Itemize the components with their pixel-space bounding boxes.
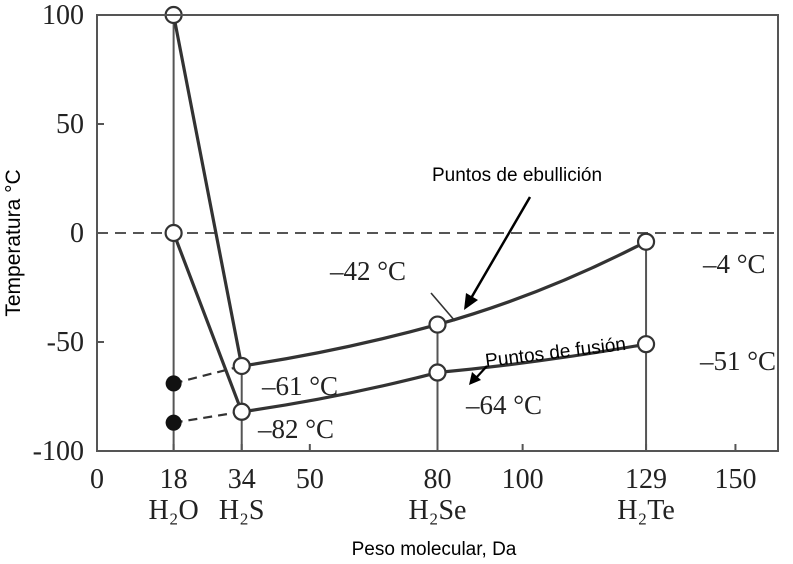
extrapolated-segment [173, 410, 242, 424]
data-label: –61 °C [261, 371, 338, 401]
melting-point [232, 402, 251, 421]
x-tick-label: 80 [424, 464, 452, 495]
melting-point-line [172, 232, 647, 414]
tick-labels: 0 18 34 50 80 100 129 150 100 50 0 -50 -100 H₂O H₂S H₂S… [33, 0, 757, 526]
boiling-point [232, 356, 251, 376]
boiling-arrow-line [468, 196, 532, 301]
x-category-label: H₂Te [617, 495, 675, 526]
melting-point [428, 363, 447, 382]
annotations: –61 °C –42 °C –4 °C –82 °C –64 °C –51 °C Punto… [257, 165, 776, 444]
x-axis-label: Peso molecular, Da [352, 539, 517, 560]
data-points [164, 5, 656, 431]
data-label: –4 °C [702, 249, 766, 279]
boiling-arrow-head [464, 293, 478, 310]
boiling-point-line [172, 14, 647, 368]
y-tick-label: -50 [47, 327, 84, 358]
x-tick-label: 129 [625, 464, 667, 495]
data-label: –42 °C [329, 256, 406, 286]
melting-arrow-head [469, 372, 481, 385]
label-leader-line [430, 292, 456, 322]
x-category-label: H₂Se [409, 495, 467, 526]
y-tick-label: -100 [33, 436, 84, 467]
y-tick-label: 0 [70, 218, 84, 249]
y-tick-label: 100 [42, 0, 84, 31]
y-axis-label: Temperatura °C [2, 169, 25, 316]
x-tick-label: 0 [90, 464, 104, 495]
x-tick-label: 50 [296, 464, 324, 495]
melting-arrow-line [475, 365, 488, 379]
x-tick-label: 150 [714, 464, 756, 495]
x-tick-label: 18 [160, 464, 188, 495]
x-category-label: H₂O [149, 495, 199, 526]
x-category-label: H₂S [219, 495, 265, 526]
x-tick-label: 34 [228, 464, 256, 495]
grid [97, 15, 778, 451]
melting-point [164, 223, 183, 243]
data-label: –51 °C [699, 346, 776, 376]
y-tick-label: 50 [56, 109, 84, 140]
boiling-point [636, 232, 656, 251]
boiling-series-name: Puntos de ebullición [432, 165, 602, 186]
boiling-point [428, 315, 447, 334]
extrapolated-segment [173, 364, 242, 385]
extrapolated-point [165, 414, 182, 431]
plot-frame [96, 14, 779, 452]
x-tick-label: 100 [502, 464, 544, 495]
extrapolated-point [165, 375, 182, 392]
melting-point [636, 335, 656, 354]
data-label: –64 °C [465, 390, 542, 420]
melting-series-name: Puntos de fusión [484, 334, 627, 372]
data-label: –82 °C [257, 414, 334, 444]
